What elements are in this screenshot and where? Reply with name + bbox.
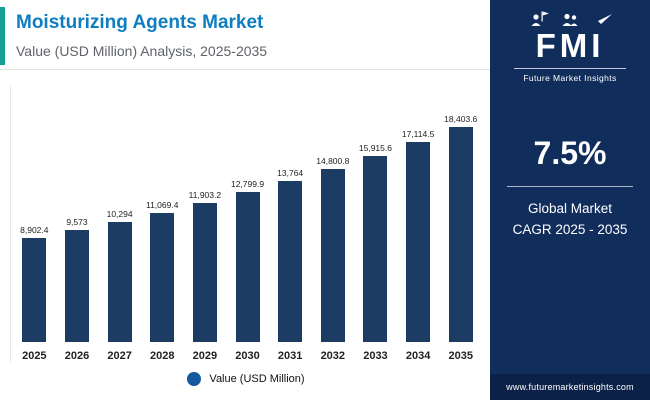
x-axis-label-2028: 2028	[150, 350, 175, 362]
chart-header: Moisturizing Agents Market Value (USD Mi…	[0, 0, 490, 70]
bar-2032	[320, 169, 345, 342]
bar-column-2027: 10,294 2027	[98, 209, 141, 362]
bar-2031	[278, 181, 303, 342]
x-axis-label-2034: 2034	[405, 350, 431, 362]
bar-column-2029: 11,903.2 2029	[184, 190, 227, 362]
bar-value-label: 14,800.8	[316, 156, 350, 166]
brand-sidebar: FMI Future Market Insights 7.5% Global M…	[490, 0, 650, 400]
bar-2028	[150, 213, 175, 342]
bar-value-label: 11,903.2	[188, 190, 222, 200]
fmi-logo-text: FMI	[535, 27, 605, 64]
bar-value-label: 10,294	[106, 209, 133, 219]
bar-2034	[406, 142, 431, 342]
bar-chart: 8,902.4 2025 9,573 2026 10,294 2027 11,069.4 20…	[0, 70, 490, 400]
bar-2027	[107, 222, 132, 342]
bar-value-label: 15,915.6	[358, 143, 392, 153]
x-axis-label-2027: 2027	[107, 350, 132, 362]
legend-marker-circle	[187, 372, 202, 386]
x-axis-label-2031: 2031	[277, 350, 303, 362]
bar-column-2035: 18,403.6 2035	[439, 114, 482, 362]
bar-value-label: 18,403.6	[444, 114, 478, 124]
fmi-logo: FMI Future Market Insights	[508, 10, 632, 83]
x-axis-label-2033: 2033	[363, 350, 388, 362]
bar-2029	[192, 203, 217, 342]
bar-value-label: 17,114.5	[401, 129, 435, 139]
logo-divider	[514, 67, 626, 69]
plot-area: 8,902.4 2025 9,573 2026 10,294 2027 11,069.4 20…	[10, 86, 482, 362]
bar-value-label: 13,764	[277, 168, 304, 178]
cagr-value: 7.5%	[533, 134, 607, 171]
teal-accent-bar	[0, 7, 5, 65]
legend-label: Value (USD Million)	[209, 373, 305, 385]
x-axis-label-2035: 2035	[448, 350, 473, 362]
bar-column-2033: 15,915.6 2033	[354, 143, 397, 362]
bar-2030	[235, 192, 260, 342]
page-subtitle: Value (USD Million) Analysis, 2025-2035	[16, 43, 268, 59]
bar-column-2034: 17,114.5 2034	[397, 129, 440, 362]
cagr-label-line2: CAGR 2025 - 2035	[512, 221, 628, 237]
website-url: www.futuremarketinsights.com	[490, 374, 650, 400]
bar-column-2030: 12,799.9 2030	[226, 179, 269, 362]
fmi-logo-pictograms-icon	[531, 11, 612, 26]
x-axis-label-2026: 2026	[64, 350, 90, 362]
bar-value-label: 11,069.4	[146, 200, 179, 210]
fmi-logo-subtext: Future Market Insights	[523, 72, 617, 83]
chart-legend: Value (USD Million)	[10, 362, 482, 394]
bar-value-label: 8,902.4	[20, 225, 49, 235]
page-title: Moisturizing Agents Market	[16, 12, 264, 33]
bar-column-2028: 11,069.4 2028	[141, 200, 184, 362]
bar-2026	[64, 230, 89, 342]
x-axis-label-2025: 2025	[22, 350, 47, 362]
cagr-label: Global Market CAGR 2025 - 2035	[490, 199, 650, 241]
x-axis-label-2029: 2029	[192, 350, 218, 362]
bar-column-2031: 13,764 2031	[269, 168, 312, 362]
x-axis-label-2030: 2030	[235, 350, 260, 362]
chart-panel: Moisturizing Agents Market Value (USD Mi…	[0, 0, 490, 400]
x-axis-label-2032: 2032	[320, 350, 346, 362]
cagr-block: 7.5% Global Market CAGR 2025 - 2035	[490, 135, 650, 241]
bar-2033	[363, 156, 388, 342]
bar-column-2032: 14,800.8 2032	[311, 156, 354, 362]
bar-2035	[448, 127, 473, 342]
cagr-divider	[507, 185, 633, 187]
bar-value-label: 9,573	[66, 217, 88, 227]
bar-2025	[22, 238, 47, 342]
bar-value-label: 12,799.9	[230, 179, 265, 189]
cagr-label-line1: Global Market	[527, 200, 613, 216]
bar-column-2026: 9,573 2026	[56, 217, 99, 362]
bar-column-2025: 8,902.4 2025	[13, 225, 56, 362]
